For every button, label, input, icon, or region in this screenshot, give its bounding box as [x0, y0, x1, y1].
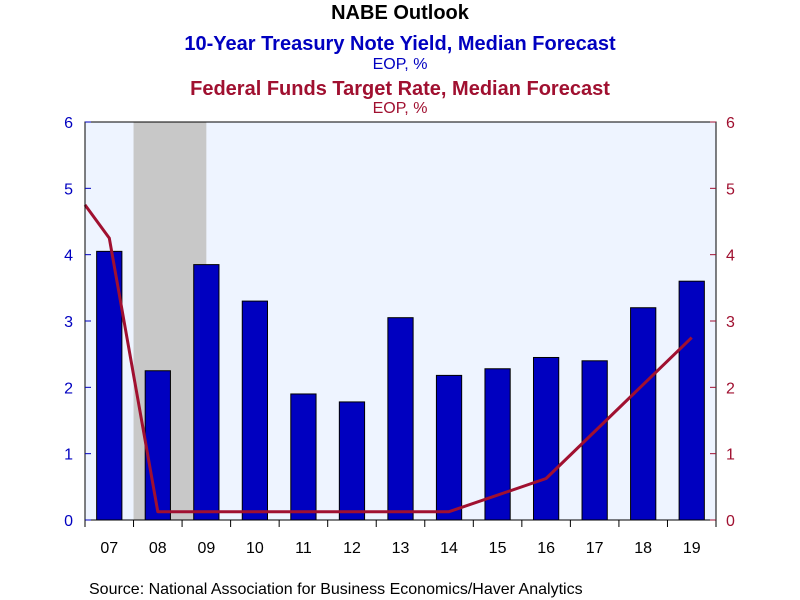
right-tick-label: 1: [726, 447, 735, 464]
x-tick-label: 07: [100, 540, 118, 557]
x-tick-label: 10: [246, 540, 264, 557]
x-tick-label: 18: [634, 540, 652, 557]
left-tick-label: 1: [64, 447, 73, 464]
bar-18: [630, 307, 657, 521]
right-tick-label: 6: [726, 115, 735, 132]
right-tick-label: 2: [726, 380, 735, 397]
bar-19: [678, 280, 705, 521]
x-tick-label: 08: [149, 540, 167, 557]
left-tick-label: 6: [64, 115, 73, 132]
right-tick-label: 4: [726, 248, 735, 265]
bar-12: [338, 401, 366, 521]
bar-11: [290, 393, 317, 521]
x-tick-label: 13: [392, 540, 410, 557]
right-tick-label: 5: [726, 181, 735, 198]
chart-subtitle-treasury-unit: EOP, %: [373, 56, 428, 73]
x-tick-label: 16: [537, 540, 555, 557]
bar-10: [241, 300, 269, 521]
left-tick-label: 0: [64, 513, 73, 530]
x-tick-label: 19: [683, 540, 701, 557]
x-tick-label: 09: [197, 540, 215, 557]
fed-funds-line: [83, 204, 693, 514]
x-tick-label: 17: [586, 540, 604, 557]
bar-09: [193, 264, 220, 521]
chart-title: NABE Outlook: [331, 2, 470, 24]
left-tick-label: 5: [64, 181, 73, 198]
plot-area: 0 01 12 23 34 45 56 607 08 09 10 11 12 13 14 15 16 17 18 19: [64, 115, 735, 557]
chart-subtitle-fedfunds-unit: EOP, %: [373, 100, 428, 117]
right-tick-label: 0: [726, 513, 735, 530]
x-tick-label: 15: [489, 540, 507, 557]
right-tick-label: 3: [726, 314, 735, 331]
x-tick-label: 11: [295, 540, 312, 557]
chart-subtitle-treasury: 10-Year Treasury Note Yield, Median Fore…: [184, 33, 616, 55]
bar-08: [144, 370, 171, 521]
left-tick-label: 4: [64, 248, 73, 265]
chart-subtitle-fedfunds: Federal Funds Target Rate, Median Foreca…: [190, 78, 610, 100]
bar-16: [532, 356, 560, 521]
bar-13: [387, 317, 414, 521]
source-note: Source: National Association for Busines…: [89, 581, 583, 598]
x-tick-label: 12: [343, 540, 361, 557]
bar-14: [435, 374, 463, 521]
x-tick-label: 14: [440, 540, 458, 557]
left-tick-label: 3: [64, 314, 73, 331]
left-tick-label: 2: [64, 380, 73, 397]
